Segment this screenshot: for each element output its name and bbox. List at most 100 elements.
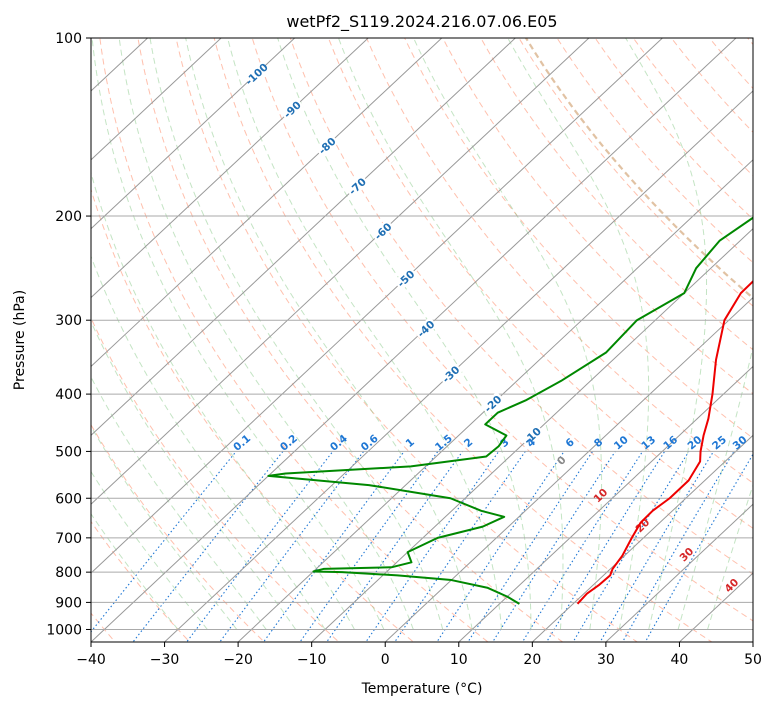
x-tick-label: 20 bbox=[523, 652, 541, 668]
moist-adiabat-line bbox=[507, 38, 650, 630]
mixing-ratio-line bbox=[91, 451, 237, 633]
mixing-ratio-line bbox=[262, 451, 405, 642]
profile-lines bbox=[267, 216, 753, 605]
temperature-profile-line bbox=[576, 279, 753, 605]
chart-title: wetPf2_S119.2024.216.07.06.E05 bbox=[286, 12, 557, 32]
x-tick-label: 40 bbox=[671, 652, 689, 668]
x-tick-label: 50 bbox=[744, 652, 762, 668]
y-tick-label: 900 bbox=[55, 595, 82, 611]
moist-adiabat-line bbox=[118, 38, 414, 630]
isotherm-line bbox=[91, 38, 222, 161]
moist-adiabat-line bbox=[91, 170, 355, 630]
isotherm-line bbox=[237, 159, 753, 642]
x-tick-label: −30 bbox=[150, 652, 180, 668]
moist-adiabat-line bbox=[337, 38, 564, 630]
isotherm-line bbox=[91, 38, 590, 505]
dry-adiabat-line bbox=[99, 38, 489, 642]
isotherm-label-bg bbox=[520, 423, 545, 448]
isotherm-line bbox=[384, 296, 753, 642]
dewpoint-profile-line bbox=[267, 216, 753, 605]
moist-adiabat-line bbox=[91, 513, 179, 630]
plot-area: -100-90-80-70-60-50-40-30-20-100.1 0.2 0.4… bbox=[91, 38, 753, 642]
x-tick-label: 10 bbox=[450, 652, 468, 668]
isotherm-label-bg bbox=[279, 97, 305, 122]
x-tick-label: −20 bbox=[223, 652, 253, 668]
mixing-ratio-line bbox=[621, 451, 735, 642]
dry-adiabat-line bbox=[91, 520, 191, 642]
dry-adiabats bbox=[91, 38, 753, 642]
y-axis-ticks: 100 200 300 400 500 600 700 800 900 1000 bbox=[46, 31, 91, 638]
isotherm-line bbox=[91, 38, 296, 230]
y-tick-label: 300 bbox=[55, 313, 82, 329]
isotherm-label-bg bbox=[438, 362, 463, 386]
isotherm-line bbox=[91, 38, 664, 574]
dry-adiabat-line bbox=[670, 38, 753, 133]
mixing-ratio-line bbox=[644, 453, 753, 642]
mixing-ratio-line bbox=[436, 451, 565, 642]
dry-adiabat-line bbox=[518, 38, 753, 307]
mixing-ratio-line bbox=[132, 451, 284, 642]
x-tick-label: 30 bbox=[597, 652, 615, 668]
moist-adiabat-line bbox=[185, 38, 473, 630]
y-tick-label: 500 bbox=[55, 444, 82, 460]
mixing-ratio-line bbox=[326, 451, 464, 642]
dry-adiabat-line bbox=[327, 38, 753, 529]
y-tick-label: 600 bbox=[55, 491, 82, 507]
y-axis-label: Pressure (hPa) bbox=[12, 290, 28, 390]
y-tick-label: 400 bbox=[55, 387, 82, 403]
y-tick-label: 100 bbox=[55, 31, 82, 47]
moist-adiabat-line bbox=[149, 38, 444, 630]
dry-adiabat-line bbox=[480, 38, 753, 351]
x-tick-label: 0 bbox=[381, 652, 390, 668]
isotherm-label-bg bbox=[244, 62, 269, 86]
y-tick-label: 700 bbox=[55, 531, 82, 547]
dry-adiabat-line bbox=[632, 38, 753, 177]
mixing-ratio-line bbox=[599, 451, 714, 642]
isotherm-line bbox=[91, 38, 369, 299]
dry-adiabat-line bbox=[442, 38, 753, 395]
mixing-ratio-line bbox=[572, 451, 690, 642]
isotherm-line bbox=[163, 90, 753, 642]
moist-adiabat-line bbox=[91, 376, 267, 630]
isotherm-line bbox=[605, 503, 753, 642]
isotherm-label-bg bbox=[393, 266, 418, 291]
pressure-gridlines bbox=[91, 38, 753, 630]
isotherm-label-bg bbox=[314, 133, 340, 158]
mixing-ratio-lines bbox=[91, 451, 753, 642]
y-tick-label: 1000 bbox=[46, 622, 82, 638]
dry-adiabat-line bbox=[251, 38, 753, 622]
isotherm-label-bg bbox=[370, 219, 395, 243]
isotherm-label-bg bbox=[345, 174, 370, 199]
mixing-ratio-line bbox=[365, 451, 500, 642]
y-tick-label: 200 bbox=[55, 209, 82, 225]
dry-adiabat-line bbox=[365, 38, 753, 484]
x-axis-ticks: −40 −30 −20 −10 0 10 20 30 40 50 bbox=[76, 642, 762, 668]
mixing-ratio-line bbox=[394, 451, 526, 642]
moist-adiabats bbox=[91, 38, 753, 630]
moist-adiabat-line bbox=[227, 38, 503, 630]
dry-adiabat-line bbox=[137, 38, 564, 642]
dry-adiabat-line bbox=[91, 316, 340, 642]
dry-adiabat-line bbox=[213, 38, 713, 642]
moist-adiabat-line bbox=[91, 425, 238, 630]
isotherm-line bbox=[458, 365, 753, 642]
isotherm-label-bg bbox=[413, 316, 438, 341]
mixing-ratio-line bbox=[492, 451, 616, 642]
isotherm-label-bg bbox=[480, 391, 505, 416]
x-tick-label: −40 bbox=[76, 652, 106, 668]
moist-adiabat-line bbox=[625, 38, 708, 630]
isotherm-line bbox=[91, 38, 517, 437]
moist-adiabat-line bbox=[707, 483, 753, 630]
mixing-ratio-line bbox=[299, 451, 439, 642]
moist-adiabat-line bbox=[91, 320, 297, 630]
isotherm-line bbox=[91, 38, 443, 368]
moist-adiabat-line bbox=[277, 38, 532, 630]
moist-adiabat-line bbox=[91, 470, 208, 630]
dry-adiabat-line bbox=[289, 38, 753, 575]
mixing-ratio-line bbox=[185, 451, 334, 642]
plot-frame bbox=[90, 37, 754, 643]
y-tick-label: 800 bbox=[55, 565, 82, 581]
isotherm-line bbox=[531, 434, 753, 642]
